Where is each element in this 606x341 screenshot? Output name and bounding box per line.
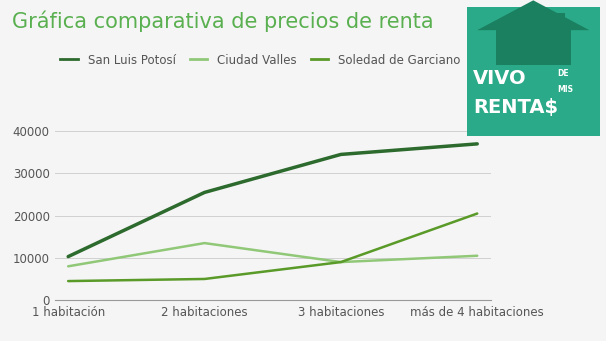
- Text: Gráfica comparativa de precios de renta: Gráfica comparativa de precios de renta: [12, 10, 434, 32]
- Ciudad Valles: [337, 260, 344, 264]
- Soledad de Garciano: [337, 260, 344, 264]
- Soledad de Garciano: [473, 211, 481, 216]
- San Luis Potosí: [201, 190, 208, 194]
- FancyBboxPatch shape: [467, 7, 600, 136]
- Legend: San Luis Potosí, Ciudad Valles, Soledad de Garciano: San Luis Potosí, Ciudad Valles, Soledad …: [61, 54, 460, 66]
- Ciudad Valles: [473, 254, 481, 258]
- Polygon shape: [478, 0, 589, 30]
- Soledad de Garciano: [64, 279, 72, 283]
- San Luis Potosí: [337, 152, 344, 157]
- Line: Soledad de Garciano: Soledad de Garciano: [68, 213, 477, 281]
- Ciudad Valles: [201, 241, 208, 245]
- Text: DE: DE: [558, 69, 569, 78]
- San Luis Potosí: [473, 142, 481, 146]
- Line: Ciudad Valles: Ciudad Valles: [68, 243, 477, 266]
- Soledad de Garciano: [201, 277, 208, 281]
- FancyBboxPatch shape: [549, 13, 565, 29]
- Text: MIS: MIS: [558, 85, 573, 93]
- Text: RENTA$: RENTA$: [473, 98, 558, 117]
- FancyBboxPatch shape: [496, 26, 571, 65]
- Line: San Luis Potosí: San Luis Potosí: [68, 144, 477, 256]
- Ciudad Valles: [64, 264, 72, 268]
- Text: VIVO: VIVO: [473, 69, 527, 88]
- San Luis Potosí: [64, 254, 72, 258]
